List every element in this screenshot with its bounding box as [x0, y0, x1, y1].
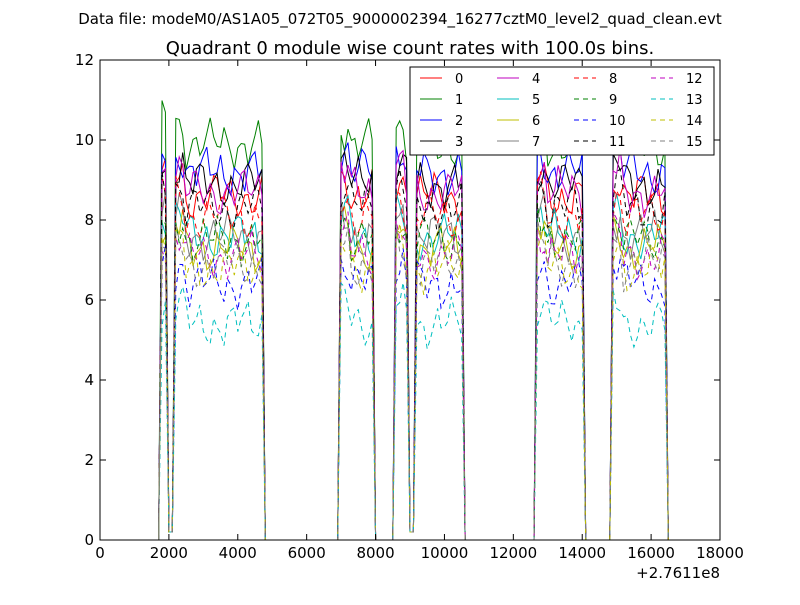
x-tick-label: 16000 [627, 544, 675, 562]
series-line-13 [158, 281, 672, 540]
suptitle: Data file: modeM0/AS1A05_072T05_90000023… [78, 10, 722, 29]
y-tick-label: 0 [84, 531, 94, 549]
y-tick-label: 2 [84, 451, 94, 469]
x-tick-label: 12000 [489, 544, 537, 562]
x-tick-label: 4000 [219, 544, 257, 562]
legend-label-14: 14 [686, 114, 703, 129]
x-tick-label: 8000 [356, 544, 394, 562]
x-tick-label: 6000 [288, 544, 326, 562]
series-line-14 [158, 223, 672, 540]
x-tick-label: 14000 [558, 544, 606, 562]
legend-label-15: 15 [686, 135, 703, 150]
chart-title: Quadrant 0 module wise count rates with … [166, 38, 655, 59]
legend-label-6: 6 [532, 114, 540, 129]
y-tick-label: 8 [84, 211, 94, 229]
ticks-layer: 0 2000 4000 6000 8000 10000 12000 14000 16000 180… [75, 51, 744, 562]
series-line-15 [158, 219, 672, 540]
x-offset-label: +2.7611e8 [636, 564, 720, 582]
legend-box [409, 66, 715, 156]
y-tick-label: 12 [75, 51, 94, 69]
x-tick-label: 10000 [421, 544, 469, 562]
legend-label-4: 4 [532, 72, 540, 87]
x-tick-label: 18000 [696, 544, 744, 562]
legend-label-13: 13 [686, 93, 703, 108]
legend-label-9: 9 [609, 93, 617, 108]
y-tick-label: 10 [75, 131, 94, 149]
legend-label-0: 0 [455, 72, 463, 87]
legend-label-7: 7 [532, 135, 540, 150]
legend-label-10: 10 [609, 114, 626, 129]
legend-label-8: 8 [609, 72, 617, 87]
legend-label-2: 2 [455, 114, 463, 129]
legend-label-12: 12 [686, 72, 703, 87]
series-layer [158, 100, 672, 540]
legend-label-3: 3 [455, 135, 463, 150]
legend-label-11: 11 [609, 135, 626, 150]
legend-label-1: 1 [455, 93, 463, 108]
x-tick-label: 2000 [150, 544, 188, 562]
x-tick-label: 0 [95, 544, 105, 562]
legend-label-5: 5 [532, 93, 540, 108]
series-line-8 [158, 171, 672, 540]
y-tick-label: 6 [84, 291, 94, 309]
y-tick-label: 4 [84, 371, 94, 389]
